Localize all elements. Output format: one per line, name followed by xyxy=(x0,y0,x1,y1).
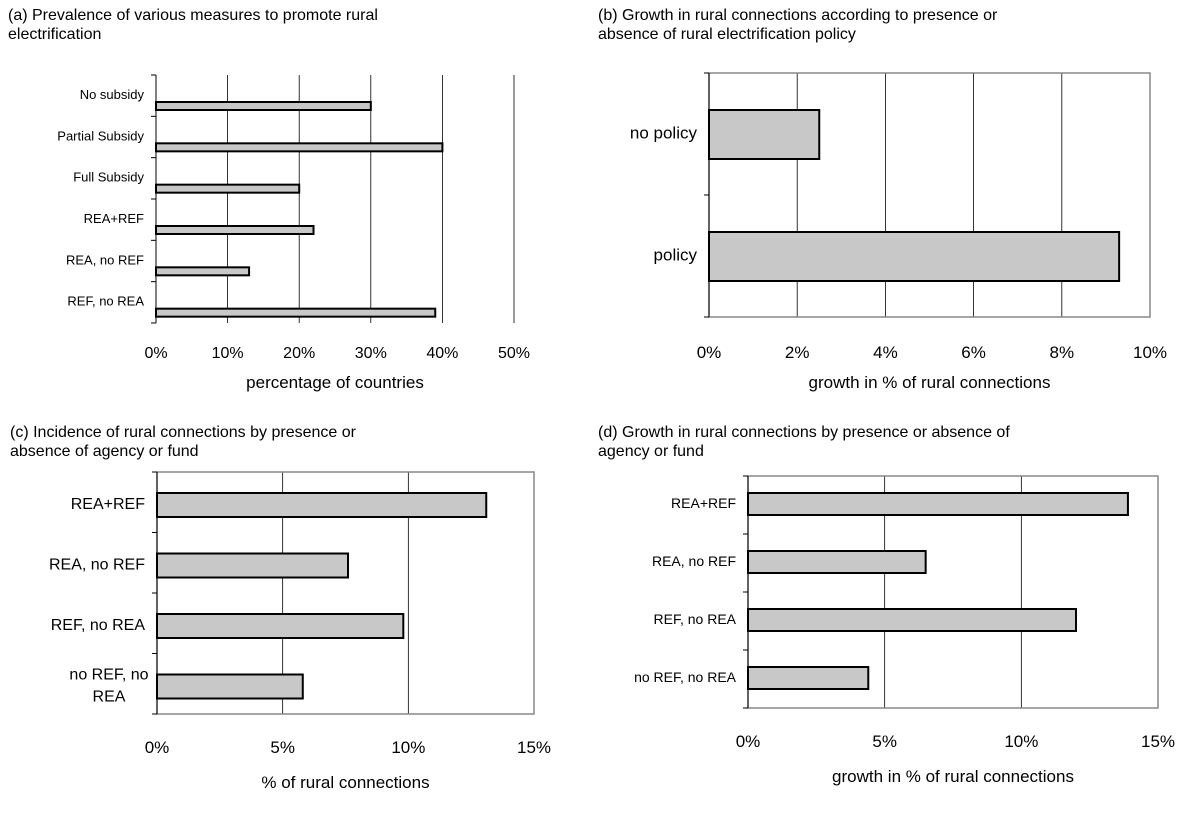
chart-d: REA+REF REA, no REF REF, no REA no REF, no … xyxy=(634,475,1175,786)
bar-5 xyxy=(155,266,251,277)
bar-2 xyxy=(156,552,350,579)
chart-title-d: (d) Growth in rural connections by prese… xyxy=(598,424,1010,460)
x-tick-label: 30% xyxy=(355,345,387,362)
x-axis-label: growth in % of rural connections xyxy=(832,767,1074,786)
chart-panel-b: (b) Growth in rural connections accordin… xyxy=(591,0,1182,420)
bar-1 xyxy=(747,492,1129,516)
chart-a: No subsidy Partial Subsidy Full Subsidy REA… xyxy=(57,74,530,392)
x-tick-label: 2% xyxy=(785,343,810,362)
x-tick-label: 4% xyxy=(873,343,898,362)
category-label: REF, no REA xyxy=(67,294,144,309)
x-tick-label: 10% xyxy=(1133,343,1167,362)
bar-3 xyxy=(155,183,301,194)
x-tick-label: 8% xyxy=(1050,343,1075,362)
bar-2 xyxy=(155,142,444,153)
category-label: REA+REF xyxy=(84,211,144,226)
x-axis-label: % of rural connections xyxy=(261,773,429,792)
bar-1 xyxy=(708,109,821,160)
category-label: REA, no REF xyxy=(66,253,144,268)
category-label: REA, no REF xyxy=(49,557,145,574)
x-tick-label: 10% xyxy=(1004,732,1038,751)
bar-4 xyxy=(747,666,870,690)
category-label: no policy xyxy=(630,124,698,143)
x-tick-label: 20% xyxy=(283,345,315,362)
chart-c: REA+REF REA, no REF REF, no REA no REF, no R… xyxy=(49,471,551,792)
category-label: Full Subsidy xyxy=(73,170,144,185)
category-label: REA, no REF xyxy=(652,553,736,569)
category-label: REF, no REA xyxy=(654,611,737,627)
category-label: no REF, no REA xyxy=(634,669,737,685)
x-axis-label: growth in % of rural connections xyxy=(809,373,1051,392)
bar-6 xyxy=(155,307,437,318)
x-tick-label: 0% xyxy=(697,343,722,362)
bar-2 xyxy=(708,231,1121,282)
x-tick-label: 10% xyxy=(212,345,244,362)
x-tick-label: 0% xyxy=(145,738,170,757)
bar-3 xyxy=(747,608,1077,632)
bar-4 xyxy=(156,673,304,700)
x-tick-label: 5% xyxy=(270,738,295,757)
category-label: REA+REF xyxy=(671,495,736,511)
chart-title-c: (c) Incidence of rural connections by pr… xyxy=(10,424,356,460)
chart-b: no policy policy 0% 2% 4% 6% 8% 10% growth in % … xyxy=(630,72,1167,392)
category-label: policy xyxy=(654,246,698,265)
x-tick-label: 40% xyxy=(426,345,458,362)
bar-1 xyxy=(155,101,372,111)
x-tick-label: 5% xyxy=(872,732,897,751)
x-tick-label: 15% xyxy=(1141,732,1175,751)
x-tick-label: 50% xyxy=(498,345,530,362)
x-tick-label: 10% xyxy=(391,738,425,757)
x-tick-label: 0% xyxy=(144,345,167,362)
x-tick-label: 15% xyxy=(517,738,551,757)
category-label: Partial Subsidy xyxy=(57,129,144,144)
bar-1 xyxy=(156,492,488,518)
chart-title-b: (b) Growth in rural connections accordin… xyxy=(598,7,998,43)
x-axis-label: percentage of countries xyxy=(246,373,424,392)
chart-panel-a: (a) Prevalence of various measures to pr… xyxy=(0,0,591,420)
chart-panel-d: (d) Growth in rural connections by prese… xyxy=(591,420,1182,839)
category-label: REA+REF xyxy=(71,496,145,513)
x-tick-label: 6% xyxy=(961,343,986,362)
category-label: no REF, no REA xyxy=(69,667,148,706)
bar-2 xyxy=(747,550,927,574)
category-label: REF, no REA xyxy=(51,617,146,634)
category-label: No subsidy xyxy=(80,87,145,102)
chart-title-a: (a) Prevalence of various measures to pr… xyxy=(8,7,378,43)
x-tick-label: 0% xyxy=(736,732,761,751)
bar-4 xyxy=(155,225,315,235)
bar-3 xyxy=(156,613,405,639)
chart-panel-c: (c) Incidence of rural connections by pr… xyxy=(0,420,591,839)
